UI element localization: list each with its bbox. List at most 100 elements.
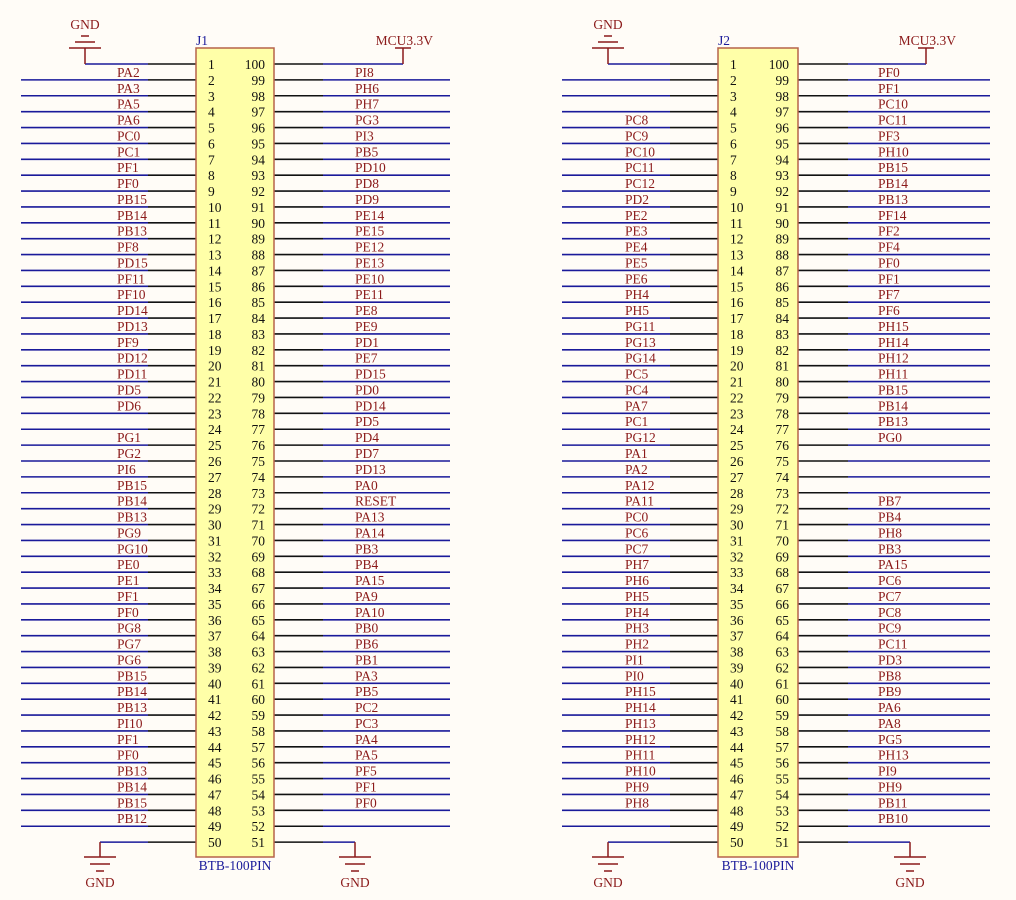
net-label: PE7 bbox=[355, 351, 378, 366]
net-label: PB13 bbox=[878, 414, 908, 429]
pin-number: 35 bbox=[208, 597, 222, 612]
net-label: PD13 bbox=[355, 462, 386, 477]
pin-number: 11 bbox=[730, 216, 743, 231]
pin-number: 52 bbox=[776, 819, 790, 834]
net-label: PA6 bbox=[117, 113, 140, 128]
net-label: PA12 bbox=[625, 478, 655, 493]
pin-number: 76 bbox=[252, 438, 266, 453]
pin-number: 5 bbox=[208, 121, 215, 136]
net-label: PB14 bbox=[878, 398, 908, 413]
pin-number: 28 bbox=[208, 486, 222, 501]
pin-number: 33 bbox=[730, 565, 744, 580]
vcc-label: MCU3.3V bbox=[899, 33, 957, 48]
pin-number: 46 bbox=[208, 772, 222, 787]
net-label: PI0 bbox=[625, 668, 644, 683]
pin-number: 80 bbox=[776, 375, 790, 390]
pin-number: 91 bbox=[776, 200, 790, 215]
pin-number: 13 bbox=[208, 248, 222, 263]
net-label: PB5 bbox=[355, 684, 379, 699]
pin-number: 61 bbox=[776, 676, 790, 691]
pin-number: 57 bbox=[776, 740, 790, 755]
net-label: PE1 bbox=[117, 573, 140, 588]
gnd-label: GND bbox=[593, 17, 622, 32]
net-label: PH12 bbox=[625, 732, 656, 747]
pin-number: 8 bbox=[208, 168, 215, 183]
pin-number: 44 bbox=[208, 740, 222, 755]
pin-number: 15 bbox=[730, 279, 744, 294]
pin-number: 18 bbox=[208, 327, 222, 342]
net-label: PH4 bbox=[625, 287, 649, 302]
net-label: PA14 bbox=[355, 525, 385, 540]
net-label: PB13 bbox=[878, 192, 908, 207]
connector-body bbox=[195, 47, 275, 858]
reference-designator: J2 bbox=[718, 33, 730, 48]
pin-number: 64 bbox=[776, 629, 790, 644]
pin-number: 3 bbox=[730, 89, 737, 104]
pin-number: 98 bbox=[776, 89, 790, 104]
pin-number: 32 bbox=[730, 549, 744, 564]
pin-number: 25 bbox=[730, 438, 744, 453]
pin-number: 24 bbox=[730, 422, 744, 437]
net-label: PH14 bbox=[878, 335, 909, 350]
net-label: PA3 bbox=[117, 81, 140, 96]
net-label: PB15 bbox=[117, 478, 147, 493]
pin-number: 63 bbox=[252, 645, 266, 660]
net-label: PD14 bbox=[117, 303, 148, 318]
net-label: PB14 bbox=[117, 208, 147, 223]
net-label: PC12 bbox=[625, 176, 655, 191]
pin-number: 31 bbox=[730, 533, 744, 548]
net-label: PD5 bbox=[355, 414, 379, 429]
pin-number: 43 bbox=[208, 724, 222, 739]
net-label: PG5 bbox=[878, 732, 902, 747]
net-label: PF0 bbox=[117, 176, 139, 191]
net-label: PB12 bbox=[117, 811, 147, 826]
pin-number: 79 bbox=[776, 390, 790, 405]
vcc-label: MCU3.3V bbox=[376, 33, 434, 48]
pin-number: 45 bbox=[208, 756, 222, 771]
net-label: PF1 bbox=[117, 589, 139, 604]
net-label: PB4 bbox=[878, 510, 902, 525]
net-label: PC0 bbox=[117, 128, 141, 143]
gnd-label: GND bbox=[340, 875, 369, 890]
pin-number: 60 bbox=[776, 692, 790, 707]
net-label: PH6 bbox=[625, 573, 649, 588]
pin-number: 77 bbox=[776, 422, 790, 437]
pin-number: 9 bbox=[730, 184, 737, 199]
pin-number: 39 bbox=[730, 660, 744, 675]
net-label: PE8 bbox=[355, 303, 378, 318]
net-label: PF0 bbox=[878, 255, 900, 270]
net-label: PG14 bbox=[625, 351, 656, 366]
net-label: PC10 bbox=[878, 97, 908, 112]
net-label: PC8 bbox=[625, 113, 649, 128]
net-label: PH6 bbox=[355, 81, 379, 96]
pin-number: 65 bbox=[252, 613, 266, 628]
net-label: PG3 bbox=[355, 113, 379, 128]
pin-number: 37 bbox=[730, 629, 744, 644]
net-label: PE9 bbox=[355, 319, 378, 334]
pin-number: 19 bbox=[208, 343, 222, 358]
pin-number: 33 bbox=[208, 565, 222, 580]
pin-number: 62 bbox=[252, 660, 266, 675]
pin-number: 51 bbox=[252, 835, 266, 850]
pin-number: 13 bbox=[730, 248, 744, 263]
net-label: PH14 bbox=[625, 700, 656, 715]
net-label: PC2 bbox=[355, 700, 378, 715]
net-label: PB13 bbox=[117, 224, 147, 239]
net-label: PH10 bbox=[878, 144, 909, 159]
net-label: PA11 bbox=[625, 494, 654, 509]
net-label: PB13 bbox=[117, 764, 147, 779]
net-label: PH5 bbox=[625, 589, 649, 604]
net-label: PB15 bbox=[878, 382, 908, 397]
pin-number: 28 bbox=[730, 486, 744, 501]
net-label: PA1 bbox=[625, 446, 648, 461]
pin-number: 69 bbox=[252, 549, 266, 564]
pin-number: 59 bbox=[776, 708, 790, 723]
net-label: PF10 bbox=[117, 287, 146, 302]
pin-number: 38 bbox=[208, 645, 222, 660]
pin-number: 87 bbox=[252, 263, 266, 278]
gnd-label: GND bbox=[70, 17, 99, 32]
pin-number: 48 bbox=[208, 803, 222, 818]
pin-number: 53 bbox=[252, 803, 266, 818]
